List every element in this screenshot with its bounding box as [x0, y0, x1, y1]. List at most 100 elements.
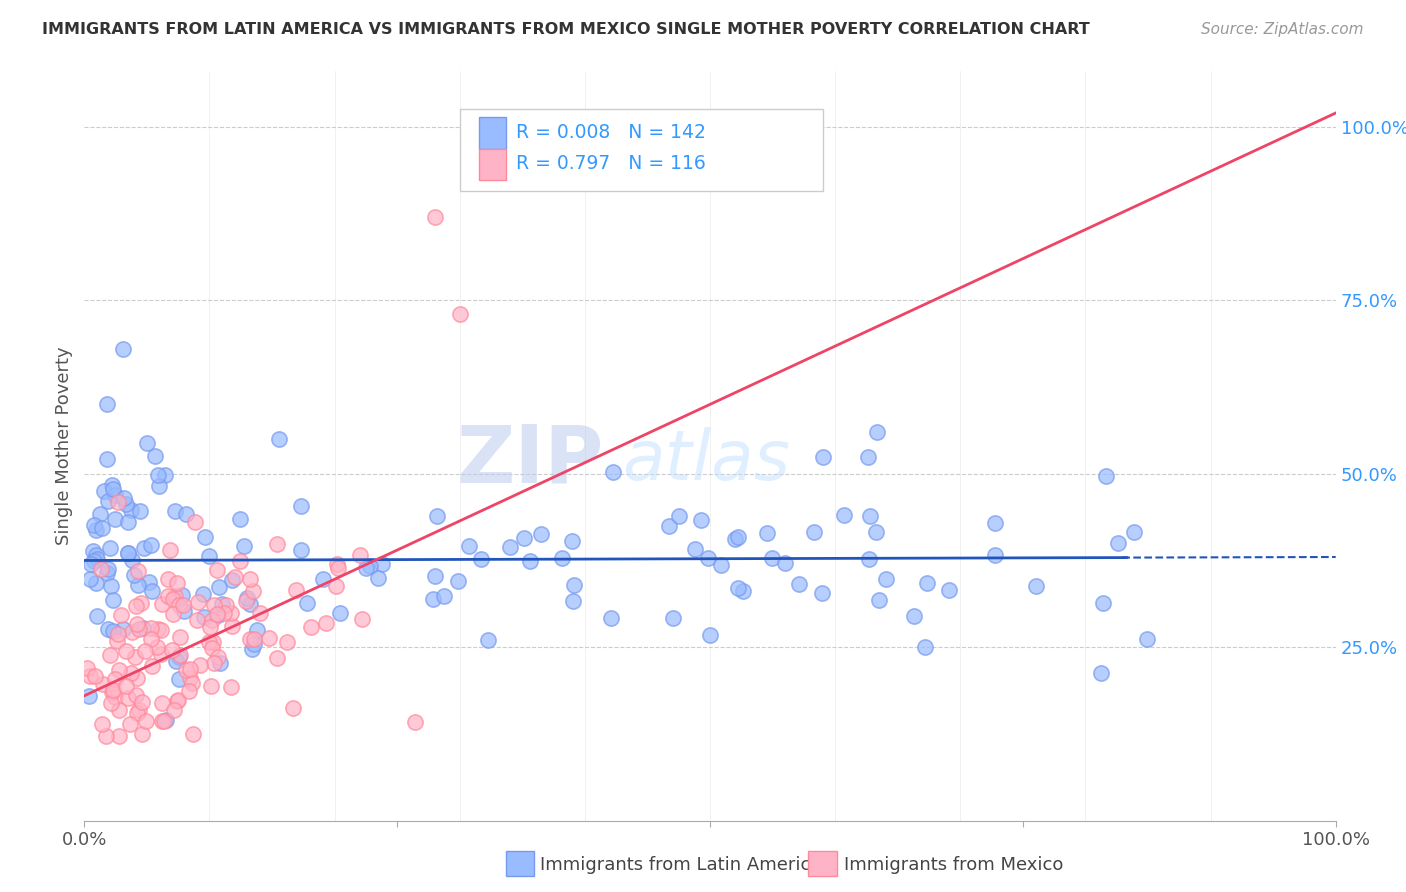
Point — [1107, 536, 1129, 550]
Point — [115, 643, 138, 657]
Point — [1136, 632, 1159, 646]
Point — [197, 635, 219, 649]
Point — [150, 696, 173, 710]
Point — [233, 539, 256, 553]
Point — [101, 682, 124, 697]
Point — [290, 499, 312, 513]
Point — [354, 561, 377, 575]
Point — [136, 436, 159, 450]
Point — [602, 466, 624, 480]
Point — [281, 701, 304, 715]
Text: Immigrants from Mexico: Immigrants from Mexico — [844, 856, 1063, 874]
Point — [727, 530, 749, 544]
Point — [162, 591, 184, 606]
Point — [186, 613, 208, 627]
Point — [167, 598, 190, 612]
Point — [84, 669, 107, 683]
Point — [215, 598, 238, 612]
Point — [236, 591, 259, 605]
Point — [243, 632, 266, 646]
Point — [125, 706, 148, 721]
Point — [170, 588, 193, 602]
Point — [77, 689, 100, 703]
Bar — [478, 117, 506, 149]
Point — [156, 572, 179, 586]
Point — [118, 717, 141, 731]
Point — [699, 628, 721, 642]
Point — [167, 672, 190, 686]
Point — [211, 597, 233, 611]
Point — [141, 538, 163, 552]
Point — [756, 526, 779, 541]
Point — [221, 619, 243, 633]
Point — [117, 691, 139, 706]
Point — [172, 599, 194, 613]
Point — [117, 546, 139, 560]
Point — [139, 621, 162, 635]
Point — [562, 593, 585, 607]
Point — [117, 546, 139, 560]
Point — [658, 518, 681, 533]
Bar — [478, 149, 506, 180]
Point — [128, 703, 150, 717]
Point — [858, 450, 880, 465]
Point — [201, 640, 224, 655]
Text: IMMIGRANTS FROM LATIN AMERICA VS IMMIGRANTS FROM MEXICO SINGLE MOTHER POVERTY CO: IMMIGRANTS FROM LATIN AMERICA VS IMMIGRA… — [42, 22, 1090, 37]
Point — [858, 552, 880, 566]
Point — [146, 640, 169, 654]
Point — [132, 621, 155, 635]
Point — [903, 609, 925, 624]
Point — [243, 637, 266, 651]
Point — [125, 617, 148, 632]
Point — [1091, 596, 1114, 610]
Point — [325, 579, 347, 593]
Point — [173, 604, 195, 618]
Text: atlas: atlas — [623, 427, 790, 494]
Text: ZIP: ZIP — [457, 422, 603, 500]
Point — [125, 688, 148, 702]
Point — [101, 685, 124, 699]
Point — [446, 574, 468, 588]
Point — [169, 630, 191, 644]
Point — [148, 479, 170, 493]
Point — [696, 551, 718, 566]
Point — [104, 512, 127, 526]
Point — [188, 658, 211, 673]
Point — [422, 591, 444, 606]
Point — [159, 543, 181, 558]
Point — [153, 714, 176, 728]
Point — [561, 534, 583, 549]
Point — [169, 650, 191, 665]
Point — [128, 504, 150, 518]
Point — [132, 541, 155, 556]
Point — [150, 648, 173, 662]
Point — [134, 644, 156, 658]
Point — [107, 730, 129, 744]
Point — [690, 513, 713, 527]
Point — [141, 659, 163, 673]
Point — [112, 491, 135, 506]
Point — [141, 584, 163, 599]
Point — [832, 508, 855, 523]
Point — [246, 624, 269, 638]
Point — [187, 594, 209, 608]
Point — [285, 583, 308, 598]
Point — [404, 715, 426, 730]
Point — [326, 557, 349, 571]
Point — [177, 684, 200, 698]
Point — [114, 679, 136, 693]
Point — [208, 581, 231, 595]
Point — [104, 690, 127, 704]
Point — [458, 540, 481, 554]
Point — [299, 620, 322, 634]
Point — [984, 516, 1007, 531]
Point — [104, 672, 127, 686]
Point — [174, 508, 197, 522]
Point — [499, 541, 522, 555]
Point — [202, 656, 225, 670]
Point — [787, 577, 810, 591]
Point — [865, 524, 887, 539]
Point — [530, 527, 553, 541]
Point — [131, 695, 153, 709]
Point — [107, 495, 129, 509]
